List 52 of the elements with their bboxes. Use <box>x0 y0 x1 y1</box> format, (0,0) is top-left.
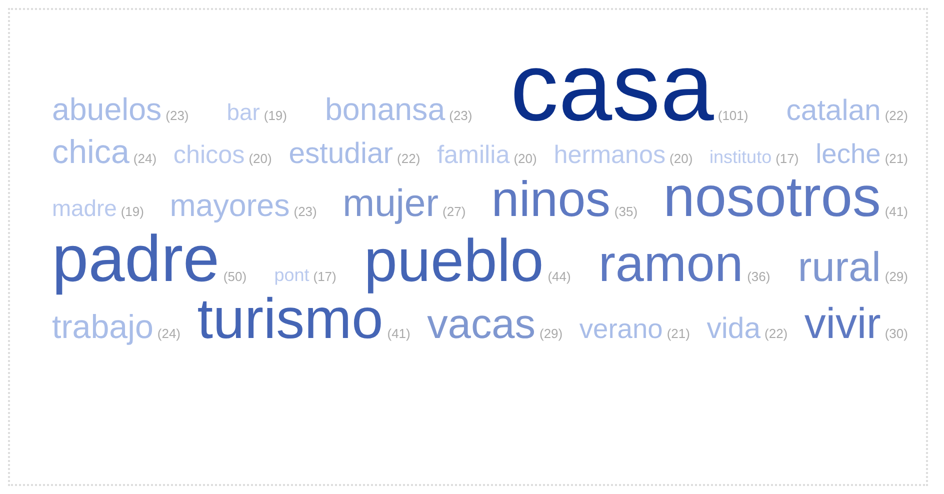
data-label: (41) <box>387 326 410 341</box>
category-label: abuelos <box>52 92 162 127</box>
category-label: vivir <box>804 300 881 348</box>
category-label: hermanos <box>554 141 666 170</box>
category-label: verano <box>579 312 663 344</box>
data-label: (29) <box>540 326 563 341</box>
data-label: (35) <box>614 204 638 219</box>
category-label: ninos <box>491 170 610 227</box>
category-label: madre <box>52 194 117 221</box>
data-label: (20) <box>670 151 693 166</box>
data-label: (23) <box>449 108 472 123</box>
data-label: (22) <box>397 151 420 166</box>
category-label: vacas <box>427 300 536 347</box>
data-label: (44) <box>548 269 571 284</box>
data-label: (30) <box>884 326 908 341</box>
data-label: (20) <box>248 151 272 166</box>
data-label: (19) <box>120 204 144 219</box>
data-label: (22) <box>884 108 908 123</box>
category-label: instituto <box>710 147 772 168</box>
category-label: padre <box>52 222 220 296</box>
data-label: (23) <box>166 108 189 123</box>
category-label: mayores <box>170 188 290 223</box>
data-label: (36) <box>747 269 770 284</box>
category-label: casa <box>510 34 714 141</box>
data-label: (24) <box>133 151 157 166</box>
data-label: (19) <box>264 108 287 123</box>
data-label: (20) <box>514 151 537 166</box>
category-label: vida <box>706 312 761 345</box>
category-label: trabajo <box>52 308 154 346</box>
data-label: (27) <box>442 204 466 219</box>
category-label: rural <box>798 243 881 290</box>
category-label: chica <box>52 134 130 172</box>
category-label: familia <box>437 141 510 170</box>
data-label: (41) <box>884 204 908 219</box>
data-label: (50) <box>223 269 247 284</box>
category-label: chicos <box>173 141 245 170</box>
category-label: pont <box>274 265 310 286</box>
category-label: catalan <box>786 94 881 127</box>
data-label: (21) <box>666 326 690 341</box>
data-label: (29) <box>884 269 908 284</box>
category-label: bar <box>226 99 260 125</box>
data-label: (101) <box>718 108 748 123</box>
data-label: (17) <box>313 269 336 284</box>
category-label: mujer <box>342 182 439 225</box>
category-label: bonansa <box>325 92 446 127</box>
category-label: ramon <box>598 235 744 292</box>
data-label: (23) <box>294 204 317 219</box>
data-label: (22) <box>764 326 788 341</box>
data-label: (17) <box>776 151 799 166</box>
data-label: (21) <box>884 151 908 166</box>
category-label: estudiar <box>288 137 394 170</box>
data-label: (24) <box>157 326 181 341</box>
